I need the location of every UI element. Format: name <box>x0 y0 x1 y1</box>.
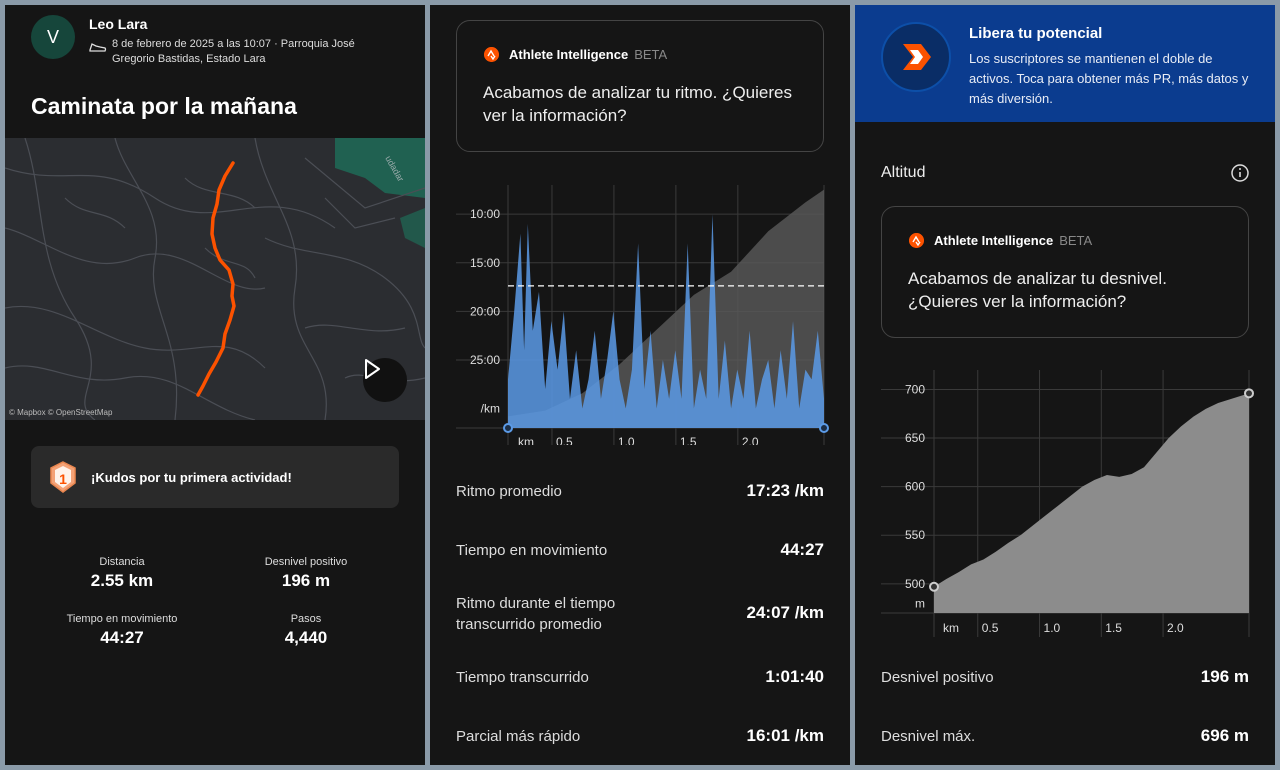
x-tick-label: 2.0 <box>1167 621 1184 635</box>
badge-number: 1 <box>59 471 67 487</box>
stat-value: 2.55 km <box>90 571 154 590</box>
row-value: 696 m <box>1200 726 1249 745</box>
x-tick-label: km <box>943 621 959 635</box>
athlete-intelligence-card[interactable]: Athlete Intelligence BETA Acabamos de ana… <box>881 206 1249 338</box>
x-tick-label: 0.5 <box>556 435 573 445</box>
info-icon[interactable] <box>1230 163 1250 183</box>
row-value: 17:23 /km <box>746 481 825 500</box>
pace-chart[interactable]: 10:00 15:00 20:00 25:00/km km 0.5 1.0 1.5 2.0 <box>430 175 850 445</box>
row-label: Parcial más rápido <box>456 728 581 745</box>
x-tick-label: 1.5 <box>1105 621 1122 635</box>
chevron-logo-icon <box>903 44 931 70</box>
y-tick-label: 500 <box>905 577 925 591</box>
athlete-intelligence-icon <box>909 233 924 248</box>
row-value: 196 m <box>1200 667 1249 686</box>
elevation-y-axis: 700 650 600 550 500 m <box>905 382 925 610</box>
ai-message: Acabamos de analizar tu desnivel. ¿Quier… <box>908 269 1167 311</box>
ai-title: Athlete Intelligence BETA <box>509 47 667 62</box>
elevation-area <box>934 393 1249 613</box>
stat-distance: Distancia 2.55 km <box>27 556 217 591</box>
y-tick-label: /km <box>481 402 500 416</box>
ai-name: Athlete Intelligence <box>509 47 629 62</box>
y-tick-label: 700 <box>905 382 925 396</box>
pace-panel: Athlete Intelligence BETA Acabamos de ana… <box>430 5 850 765</box>
row-label: Tiempo transcurrido <box>456 669 589 686</box>
elevation-start-marker <box>929 581 939 592</box>
pace-end-marker <box>819 423 829 433</box>
stat-steps: Pasos 4,440 <box>211 613 401 648</box>
ai-name: Athlete Intelligence <box>934 233 1054 248</box>
stat-moving-time: Tiempo en movimiento 44:27 <box>27 613 217 648</box>
row-label: Tiempo en movimiento <box>456 542 608 559</box>
promo-title: Libera tu potencial <box>969 25 1103 42</box>
map-graphic: udadar <box>5 138 425 420</box>
pace-start-marker <box>503 423 513 433</box>
stat-value: 4,440 <box>284 628 328 647</box>
y-tick-label: m <box>915 596 925 610</box>
x-tick-label: 2.0 <box>742 435 759 445</box>
route-map[interactable]: udadar © Mapbox © OpenStreetMap <box>5 138 425 420</box>
user-name[interactable]: Leo Lara <box>89 16 148 32</box>
stat-value: 196 m <box>281 571 331 590</box>
row-value: 44:27 <box>780 540 824 559</box>
row-value: 24:07 /km <box>746 603 825 622</box>
athlete-intelligence-icon <box>484 47 499 62</box>
elevation-end-marker <box>1244 388 1254 399</box>
ai-title: Athlete Intelligence BETA <box>934 233 1092 248</box>
promo-text: Los suscriptores se mantienen el doble d… <box>969 51 1249 106</box>
x-tick-label: 1.5 <box>680 435 697 445</box>
y-tick-label: 10:00 <box>470 207 500 221</box>
x-tick-label: km <box>518 435 534 445</box>
y-tick-label: 550 <box>905 528 925 542</box>
x-tick-label: 0.5 <box>982 621 999 635</box>
kudos-card[interactable]: 1 ¡Kudos por tu primera actividad! <box>31 446 399 508</box>
row-label: Desnivel positivo <box>881 669 994 686</box>
pace-area <box>508 214 824 428</box>
row-label: Ritmo promedio <box>456 483 562 500</box>
row-label: Ritmo durante el tiempo transcurrido pro… <box>456 595 616 633</box>
stat-label: Pasos <box>290 613 322 625</box>
pace-elevation-area <box>508 189 824 428</box>
play-button[interactable] <box>363 358 407 402</box>
row-value: 16:01 /km <box>746 726 825 745</box>
beta-badge: BETA <box>1059 233 1093 248</box>
athlete-intelligence-card[interactable]: Athlete Intelligence BETA Acabamos de ana… <box>456 20 824 152</box>
y-tick-label: 20:00 <box>470 304 500 318</box>
y-tick-label: 25:00 <box>470 353 500 367</box>
elevation-chart[interactable]: 700 650 600 550 500 m km 0.5 1.0 1.5 2.0 <box>855 365 1275 640</box>
section-title: Altitud <box>881 164 926 181</box>
stat-elevation-gain: Desnivel positivo 196 m <box>211 556 401 591</box>
ai-message: Acabamos de analizar tu ritmo. ¿Quieres … <box>483 83 792 125</box>
y-tick-label: 15:00 <box>470 256 500 270</box>
pace-x-axis: km 0.5 1.0 1.5 2.0 <box>518 435 759 445</box>
activity-title: Caminata por la mañana <box>31 93 297 119</box>
y-tick-label: 600 <box>905 480 925 494</box>
beta-badge: BETA <box>634 47 668 62</box>
pace-y-axis: 10:00 15:00 20:00 25:00/km <box>470 207 500 415</box>
stat-label: Desnivel positivo <box>264 556 348 568</box>
elevation-panel: Libera tu potencial Los suscriptores se … <box>855 5 1275 765</box>
badge-icon: 1 <box>50 461 76 493</box>
elevation-x-axis: km 0.5 1.0 1.5 2.0 <box>943 621 1184 635</box>
map-attribution: © Mapbox © OpenStreetMap <box>9 408 113 417</box>
activity-panel: V Leo Lara 8 de febrero de 2025 a las 10… <box>5 5 425 765</box>
promo-icon <box>881 22 951 92</box>
row-label: Desnivel máx. <box>881 728 976 745</box>
row-value: 1:01:40 <box>765 667 824 686</box>
shoe-icon <box>89 43 107 52</box>
activity-meta: 8 de febrero de 2025 a las 10:07 · Parro… <box>112 38 355 65</box>
play-icon <box>365 359 380 379</box>
kudos-text: ¡Kudos por tu primera actividad! <box>91 470 292 485</box>
stat-label: Distancia <box>99 556 145 568</box>
stat-label: Tiempo en movimiento <box>66 613 178 625</box>
y-tick-label: 650 <box>905 431 925 445</box>
subscription-promo[interactable]: Libera tu potencial Los suscriptores se … <box>855 5 1275 122</box>
stat-value: 44:27 <box>100 628 144 647</box>
avatar[interactable]: V <box>31 15 75 59</box>
x-tick-label: 1.0 <box>1044 621 1061 635</box>
x-tick-label: 1.0 <box>618 435 635 445</box>
